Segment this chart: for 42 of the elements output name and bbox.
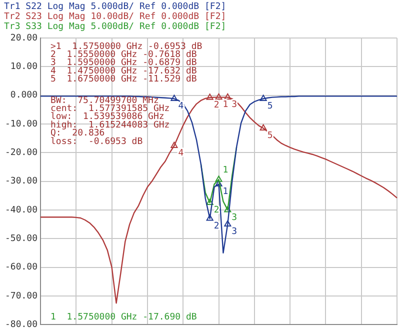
point: [215, 180, 222, 186]
text: Tr3 S33 Log Mag 5.000dB/ Ref 0.000dB [F2]: [4, 22, 226, 32]
point: [260, 124, 267, 131]
y-tick-label: -50.00: [4, 234, 38, 244]
y-tick-label: -70.00: [4, 291, 38, 302]
annotation: 2: [214, 100, 220, 110]
annotation: loss: -0.6953 dB: [50, 136, 143, 147]
point: [170, 142, 178, 148]
annotation: 1: [222, 187, 228, 198]
annotation: 1: [222, 165, 228, 176]
y-tick-label: -40.00: [4, 205, 38, 216]
y-tick-label: -80.00: [4, 320, 38, 330]
point: [206, 94, 214, 100]
point: [224, 220, 232, 227]
text: Tr1 S22 Log Mag 5.000dB/ Ref 0.000dB [F2]: [4, 2, 226, 12]
y-tick-label: -10.00: [4, 119, 38, 130]
annotation: 2: [214, 221, 220, 232]
point: [206, 198, 214, 206]
point: [206, 214, 214, 221]
y-tick-label: 10.00: [10, 62, 38, 72]
annotation: 3: [232, 212, 238, 223]
annotation: 4: [178, 102, 184, 112]
annotation: 5 1.6750000 GHz -11.529 dB: [50, 74, 197, 85]
point: [224, 206, 232, 212]
annotation: 3: [232, 100, 238, 110]
annotation: 4: [178, 148, 184, 159]
y-tick-label: -60.00: [4, 262, 38, 273]
annotation: 2: [214, 206, 220, 216]
y-tick-label: -20.00: [4, 148, 38, 158]
annotation: 1 1.5750000 GHz -17.690 dB: [50, 312, 197, 322]
point: [170, 94, 178, 102]
annotation: 5: [267, 102, 273, 112]
point: [215, 93, 222, 100]
annotation: 1: [222, 100, 228, 110]
point: [224, 93, 232, 100]
y-tick-label: 20.00: [10, 33, 38, 44]
annotation: 3: [232, 227, 238, 238]
y-tick-label: -30.00: [4, 176, 38, 187]
point: [215, 176, 222, 182]
text: Tr2 S23 Log Mag 10.00dB/ Ref 0.000dB [F2]: [4, 12, 226, 22]
y-tick-label: 0.000: [10, 90, 38, 101]
point: [260, 94, 267, 102]
